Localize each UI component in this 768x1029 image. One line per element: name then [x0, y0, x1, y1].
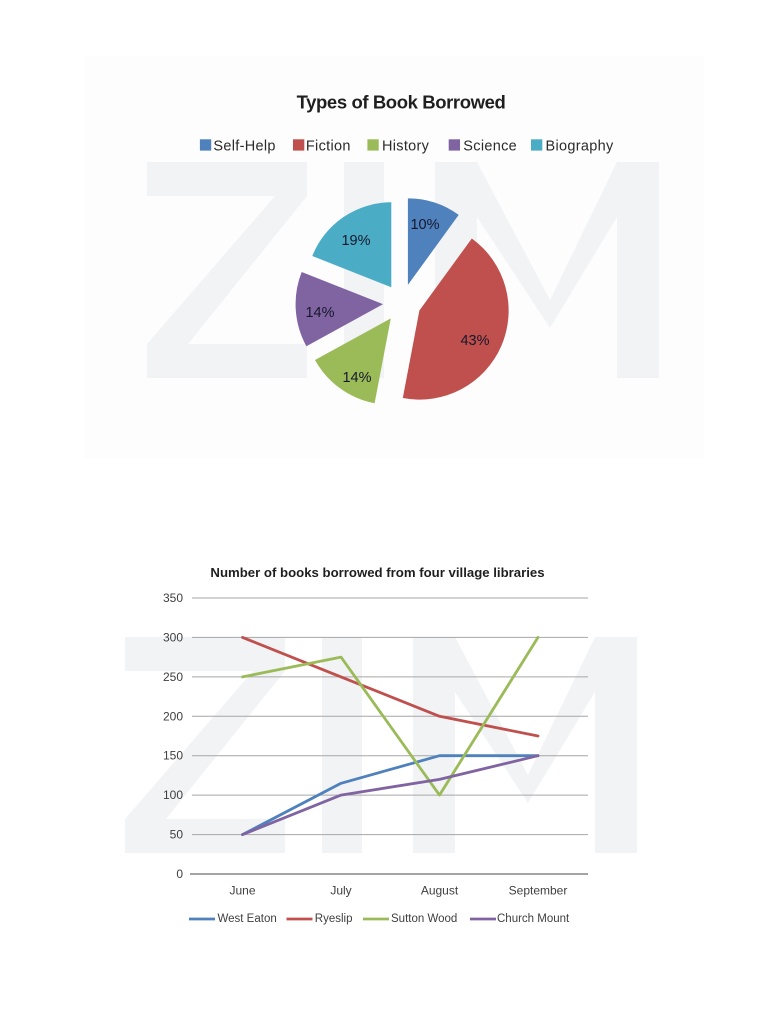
svg-text:Types of Book Borrowed: Types of Book Borrowed — [297, 92, 506, 113]
svg-text:Biography: Biography — [546, 139, 614, 155]
svg-text:14%: 14% — [342, 370, 371, 386]
svg-text:19%: 19% — [341, 233, 370, 249]
svg-text:Science: Science — [463, 139, 517, 155]
svg-text:Sutton Wood: Sutton Wood — [391, 913, 457, 925]
svg-text:History: History — [382, 139, 430, 155]
svg-text:300: 300 — [163, 630, 183, 644]
svg-text:Self-Help: Self-Help — [213, 139, 275, 155]
svg-text:250: 250 — [163, 670, 183, 684]
svg-text:Ryeslip: Ryeslip — [315, 913, 353, 925]
svg-text:Church Mount: Church Mount — [497, 913, 570, 925]
svg-text:September: September — [509, 884, 568, 898]
svg-text:June: June — [229, 884, 255, 898]
svg-text:350: 350 — [163, 591, 183, 605]
svg-text:50: 50 — [170, 828, 184, 842]
svg-text:0: 0 — [176, 867, 183, 881]
svg-text:150: 150 — [163, 749, 183, 763]
svg-text:Fiction: Fiction — [306, 139, 351, 155]
svg-text:West Eaton: West Eaton — [218, 913, 277, 925]
svg-text:Number of books borrowed from: Number of books borrowed from four villa… — [210, 565, 544, 580]
svg-text:July: July — [330, 884, 351, 898]
svg-text:10%: 10% — [410, 217, 439, 233]
svg-text:43%: 43% — [460, 333, 489, 349]
svg-text:100: 100 — [163, 788, 183, 802]
svg-text:August: August — [421, 884, 459, 898]
svg-text:14%: 14% — [305, 305, 334, 321]
svg-text:200: 200 — [163, 709, 183, 723]
